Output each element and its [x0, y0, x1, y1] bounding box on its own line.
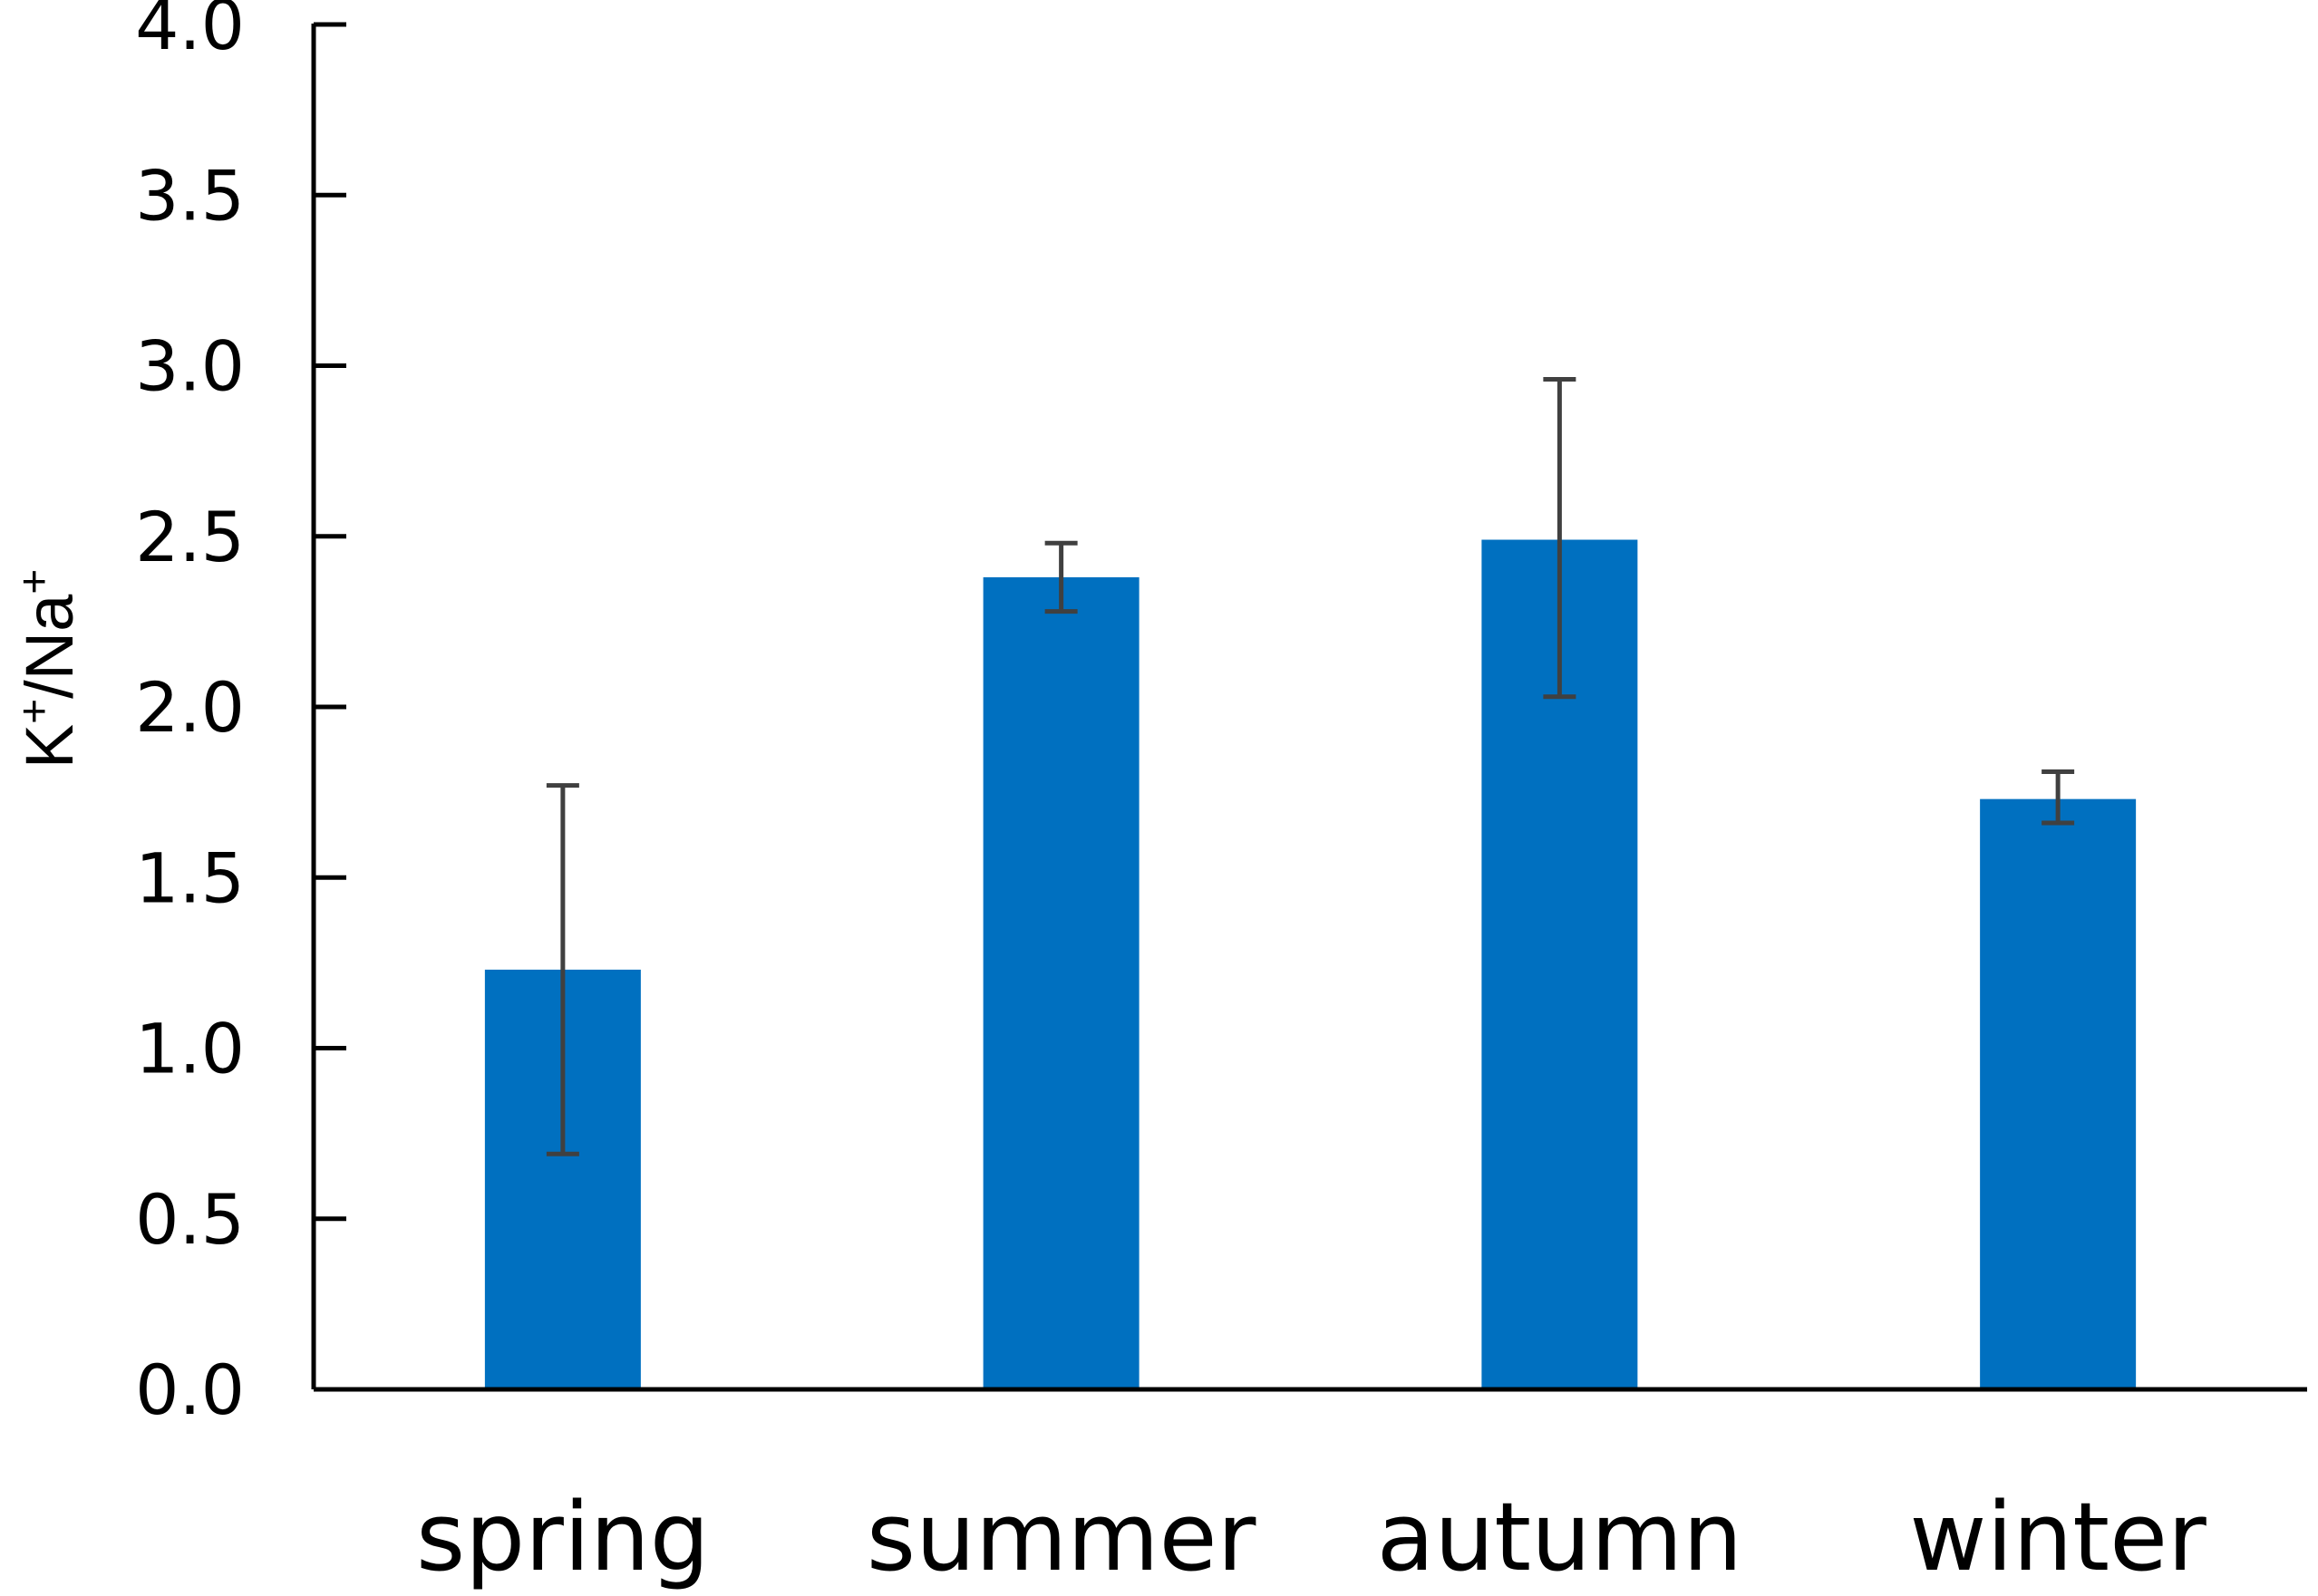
x-label-spring: spring: [416, 1482, 710, 1592]
x-label-winter: winter: [1909, 1482, 2206, 1592]
y-tick-label: 1.0: [135, 1009, 245, 1089]
y-tick-label: 2.0: [135, 667, 245, 748]
y-tick-label: 3.0: [135, 326, 245, 407]
y-tick-marks: [314, 22, 346, 1392]
y-axis-title-k: K: [12, 724, 87, 769]
y-axis-title-sup-plus: +: [11, 699, 59, 724]
y-tick-label: 2.5: [135, 497, 245, 577]
bar-summer: [983, 576, 1140, 1389]
x-label-autumn: autumn: [1377, 1482, 1743, 1592]
bar-winter: [1980, 798, 2137, 1389]
y-axis-title: K+/Na+: [11, 569, 88, 769]
bars: [484, 539, 2137, 1389]
y-axis-title-sup-plus: +: [11, 569, 59, 595]
y-tick-label: 0.5: [135, 1179, 245, 1260]
x-category-labels: spring summer autumn winter: [416, 1482, 2206, 1592]
y-axis-title-na: /Na: [12, 594, 87, 699]
y-tick-label: 1.5: [135, 837, 245, 918]
y-tick-label: 4.0: [135, 0, 245, 65]
error-bars: [546, 377, 2075, 1156]
x-label-summer: summer: [867, 1482, 1256, 1592]
y-tick-label: 3.5: [135, 155, 245, 236]
y-tick-label: 0.0: [135, 1349, 245, 1430]
y-tick-labels: 0.0 0.5 1.0 1.5 2.0 2.5 3.0 3.5 4.0: [135, 0, 245, 1430]
